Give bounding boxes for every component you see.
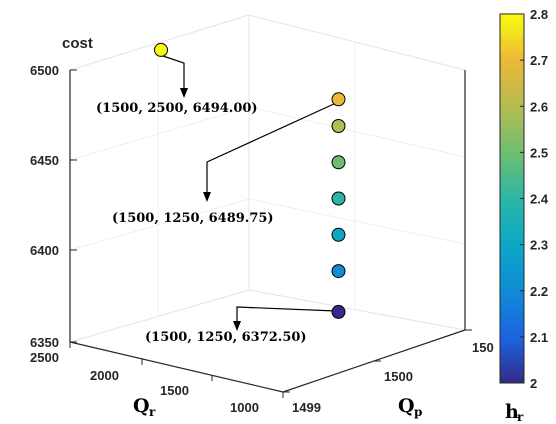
colorbar-tick-label: 2.8 [530, 7, 548, 22]
annotations: (1500, 2500, 6494.00) (1500, 1250, 6489.7… [96, 101, 307, 345]
z-axis-title: cost [62, 35, 93, 52]
data-point-7 [331, 264, 346, 279]
data-point-6 [331, 227, 346, 242]
data-point-1 [154, 42, 168, 57]
point-annotation: (1500, 1250, 6489.75) [112, 211, 274, 226]
colorbar-title: h r [505, 401, 524, 424]
colorbar-tick-label: 2.3 [530, 238, 548, 253]
z-tick-label: 6350 [30, 335, 59, 350]
svg-text:Q: Q [133, 395, 150, 417]
svg-text:r: r [149, 405, 156, 419]
axes-box [69, 14, 472, 398]
svg-text:h: h [505, 401, 519, 423]
data-point-3 [331, 119, 346, 133]
z-tick-label: 6400 [30, 243, 59, 258]
point-annotation: (1500, 2500, 6494.00) [96, 101, 258, 116]
colorbar-tick-label: 2.7 [530, 53, 548, 68]
y-axis-title: Q p [398, 395, 422, 419]
y-tick-labels: 1499 1500 150 [292, 340, 494, 415]
data-point-5 [331, 191, 346, 206]
colorbar-tick-label: 2 [530, 376, 537, 391]
colorbar-tick-labels: 2 2.1 2.2 2.3 2.4 2.5 2.6 2.7 2.8 [520, 7, 549, 391]
x-tick-label: 1000 [230, 400, 259, 415]
colorbar-tick-label: 2.4 [530, 192, 549, 207]
colorbar-tick-label: 2.5 [530, 145, 548, 160]
svg-text:Q: Q [398, 395, 415, 417]
y-tick-label: 1500 [384, 369, 413, 384]
point-annotation: (1500, 1250, 6372.50) [145, 330, 307, 345]
svg-text:r: r [517, 410, 524, 424]
data-point-4 [331, 155, 346, 170]
y-tick-label: 150 [472, 340, 494, 355]
svg-text:p: p [414, 405, 422, 419]
data-point-8 [331, 304, 346, 319]
colorbar-tick-label: 2.6 [530, 99, 548, 114]
x-tick-label: 2500 [30, 350, 59, 365]
data-point-2 [331, 92, 346, 107]
annotation-arrows [159, 54, 337, 331]
y-tick-label: 1499 [292, 400, 321, 415]
z-tick-labels: 6500 6450 6400 6350 [30, 63, 59, 350]
colorbar-tick-label: 2.1 [530, 330, 548, 345]
x-axis-title: Q r [133, 395, 156, 419]
x-tick-labels: 2500 2000 1500 1000 [30, 350, 259, 415]
data-points [154, 42, 346, 319]
x-tick-label: 2000 [90, 368, 119, 383]
z-tick-label: 6450 [30, 153, 59, 168]
x-tick-label: 1500 [160, 383, 189, 398]
z-tick-label: 6500 [30, 63, 59, 78]
colorbar-tick-label: 2.2 [530, 284, 548, 299]
